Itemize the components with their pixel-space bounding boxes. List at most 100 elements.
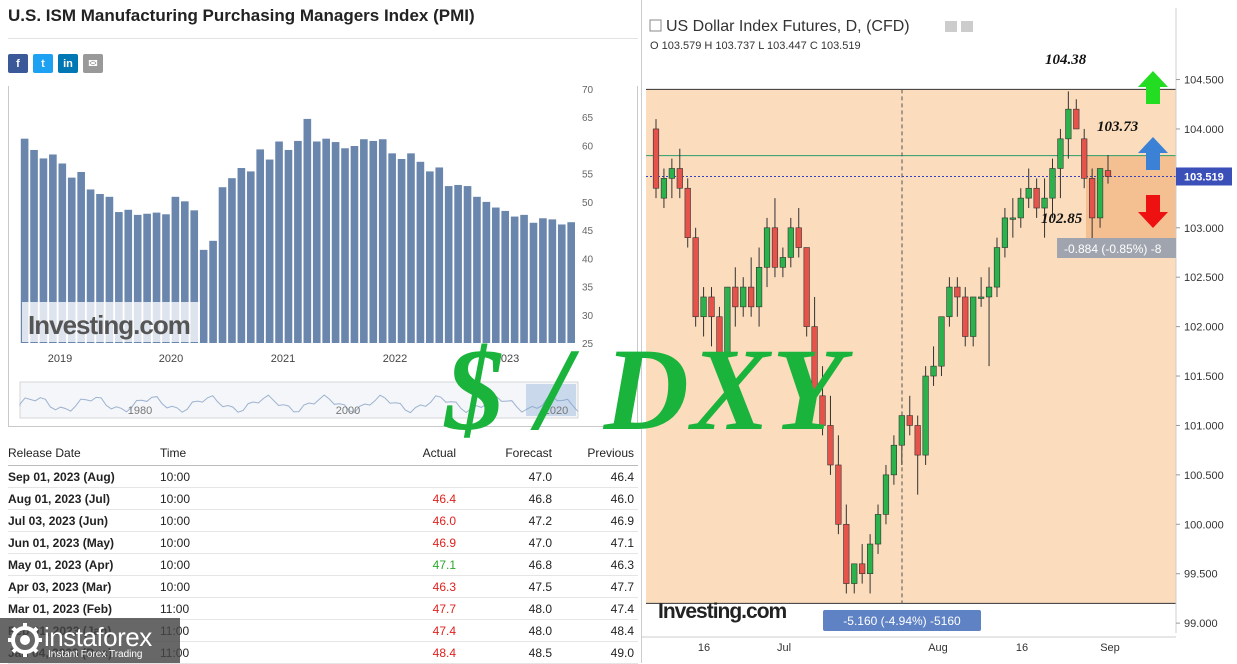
- y-tick-label: 55: [582, 170, 594, 181]
- previous-cell: 46.4: [556, 465, 638, 488]
- actual-cell: 46.4: [360, 487, 460, 510]
- time-cell: 11:00: [160, 619, 360, 642]
- forecast-cell: 46.8: [460, 487, 556, 510]
- pmi-bar: [463, 186, 472, 343]
- actual-cell: 47.7: [360, 597, 460, 620]
- dxy-investing-watermark: Investing.com: [658, 600, 787, 623]
- pmi-bar: [58, 163, 67, 343]
- y-tick-label: 25: [582, 339, 594, 350]
- previous-cell: 46.9: [556, 509, 638, 532]
- candle-body: [859, 563, 866, 574]
- previous-cell: 46.0: [556, 487, 638, 510]
- navigator-year-label: 2000: [336, 405, 360, 417]
- candle-body: [795, 227, 802, 248]
- time-tick-label: Jul: [777, 642, 791, 654]
- green-arrow-up-icon: [1138, 71, 1168, 104]
- candle-body: [652, 128, 660, 189]
- time-cell: 10:00: [160, 531, 360, 554]
- candle-body: [835, 464, 842, 525]
- time-cell: 10:00: [160, 465, 360, 488]
- candle-body: [1009, 217, 1016, 220]
- table-row: Apr 03, 2023 (Mar) 10:00 46.3 47.5 47.7: [8, 575, 638, 598]
- pmi-bar: [482, 201, 491, 343]
- pmi-bar: [67, 177, 76, 343]
- candle-body: [779, 257, 786, 268]
- email-icon[interactable]: ✉: [83, 54, 103, 73]
- y-tick-label: 45: [582, 226, 594, 237]
- candle-body: [993, 247, 1001, 288]
- price-tick-label: 100.000: [1184, 519, 1224, 531]
- candle-body: [787, 227, 794, 258]
- facebook-icon[interactable]: f: [8, 54, 28, 73]
- pmi-bar: [115, 212, 123, 343]
- time-cell: 10:00: [160, 509, 360, 532]
- price-tick-label: 102.000: [1184, 322, 1224, 334]
- x-tick-label: 2019: [48, 353, 72, 365]
- pmi-bar: [275, 141, 283, 343]
- actual-cell: 47.4: [360, 619, 460, 642]
- navigator-line: [19, 394, 579, 414]
- pmi-bar: [133, 214, 142, 343]
- pmi-bar: [360, 139, 368, 343]
- previous-cell: 47.7: [556, 575, 638, 598]
- pmi-bar: [303, 118, 312, 343]
- twitter-icon[interactable]: t: [33, 54, 53, 73]
- release-date-cell: Sep 01, 2023 (Aug): [8, 465, 160, 488]
- header-previous[interactable]: Previous: [556, 441, 638, 466]
- forecast-cell: 47.2: [460, 509, 556, 532]
- release-date-cell: Jun 01, 2023 (May): [8, 531, 160, 554]
- pmi-bar: [246, 171, 255, 343]
- pmi-panel: U.S. ISM Manufacturing Purchasing Manage…: [8, 6, 638, 664]
- forecast-cell: 48.5: [460, 641, 556, 664]
- candle-body: [1033, 187, 1040, 209]
- candle-body: [660, 178, 668, 199]
- pmi-bar: [171, 196, 180, 343]
- dxy-chart-title: US Dollar Index Futures, D, (CFD): [666, 18, 910, 35]
- y-tick-label: 40: [582, 254, 594, 265]
- pmi-bar: [501, 210, 510, 343]
- candle-body: [985, 286, 993, 298]
- pmi-bar: [294, 140, 302, 343]
- price-tick-label: 101.500: [1184, 371, 1224, 383]
- table-row: Jun 01, 2023 (May) 10:00 46.9 47.0 47.1: [8, 531, 638, 554]
- release-date-cell: Mar 01, 2023 (Feb): [8, 597, 160, 620]
- actual-cell: 47.1: [360, 553, 460, 576]
- release-date-cell: Aug 01, 2023 (Jul): [8, 487, 160, 510]
- header-forecast[interactable]: Forecast: [460, 441, 556, 466]
- navigator-year-label: 2020: [544, 405, 568, 417]
- pmi-bar: [529, 222, 538, 343]
- pmi-bar: [152, 212, 161, 343]
- pmi-bar: [444, 186, 453, 343]
- candle-body: [1025, 187, 1032, 199]
- header-release-date[interactable]: Release Date: [8, 441, 160, 466]
- pmi-bar: [284, 149, 293, 343]
- candle-body: [676, 168, 683, 189]
- pmi-bar: [162, 214, 170, 343]
- pmi-bar: [491, 207, 500, 343]
- table-row: May 01, 2023 (Apr) 10:00 47.1 46.8 46.3: [8, 553, 638, 576]
- linkedin-icon[interactable]: in: [58, 54, 78, 73]
- pmi-bar: [199, 249, 208, 343]
- y-tick-label: 35: [582, 283, 594, 294]
- candle-body: [978, 296, 985, 299]
- pmi-bar: [181, 201, 189, 343]
- annotation-low: 102.85: [1041, 211, 1083, 227]
- candle-body: [763, 227, 771, 268]
- price-tick-label: 100.500: [1184, 470, 1224, 482]
- candle-body: [740, 286, 747, 308]
- pmi-bar: [77, 171, 85, 343]
- previous-cell: 46.3: [556, 553, 638, 576]
- candle-body: [962, 296, 969, 337]
- candle-body: [1001, 217, 1009, 248]
- header-time[interactable]: Time: [160, 441, 360, 466]
- dxy-chart: 104.38 103.73 102.85 -0.884 (-0.85%) -8 -5.1…: [642, 8, 1232, 654]
- overlay-label: $ / DXY: [445, 324, 846, 455]
- candle-body: [811, 326, 818, 397]
- pmi-bar: [341, 148, 349, 343]
- gear-icon: [961, 21, 973, 32]
- header-actual[interactable]: Actual: [360, 441, 460, 466]
- candle-body: [970, 296, 977, 337]
- candle-body: [803, 247, 810, 327]
- candle-body: [708, 296, 715, 318]
- dxy-panel: 104.38 103.73 102.85 -0.884 (-0.85%) -8 -5.1…: [641, 0, 1237, 663]
